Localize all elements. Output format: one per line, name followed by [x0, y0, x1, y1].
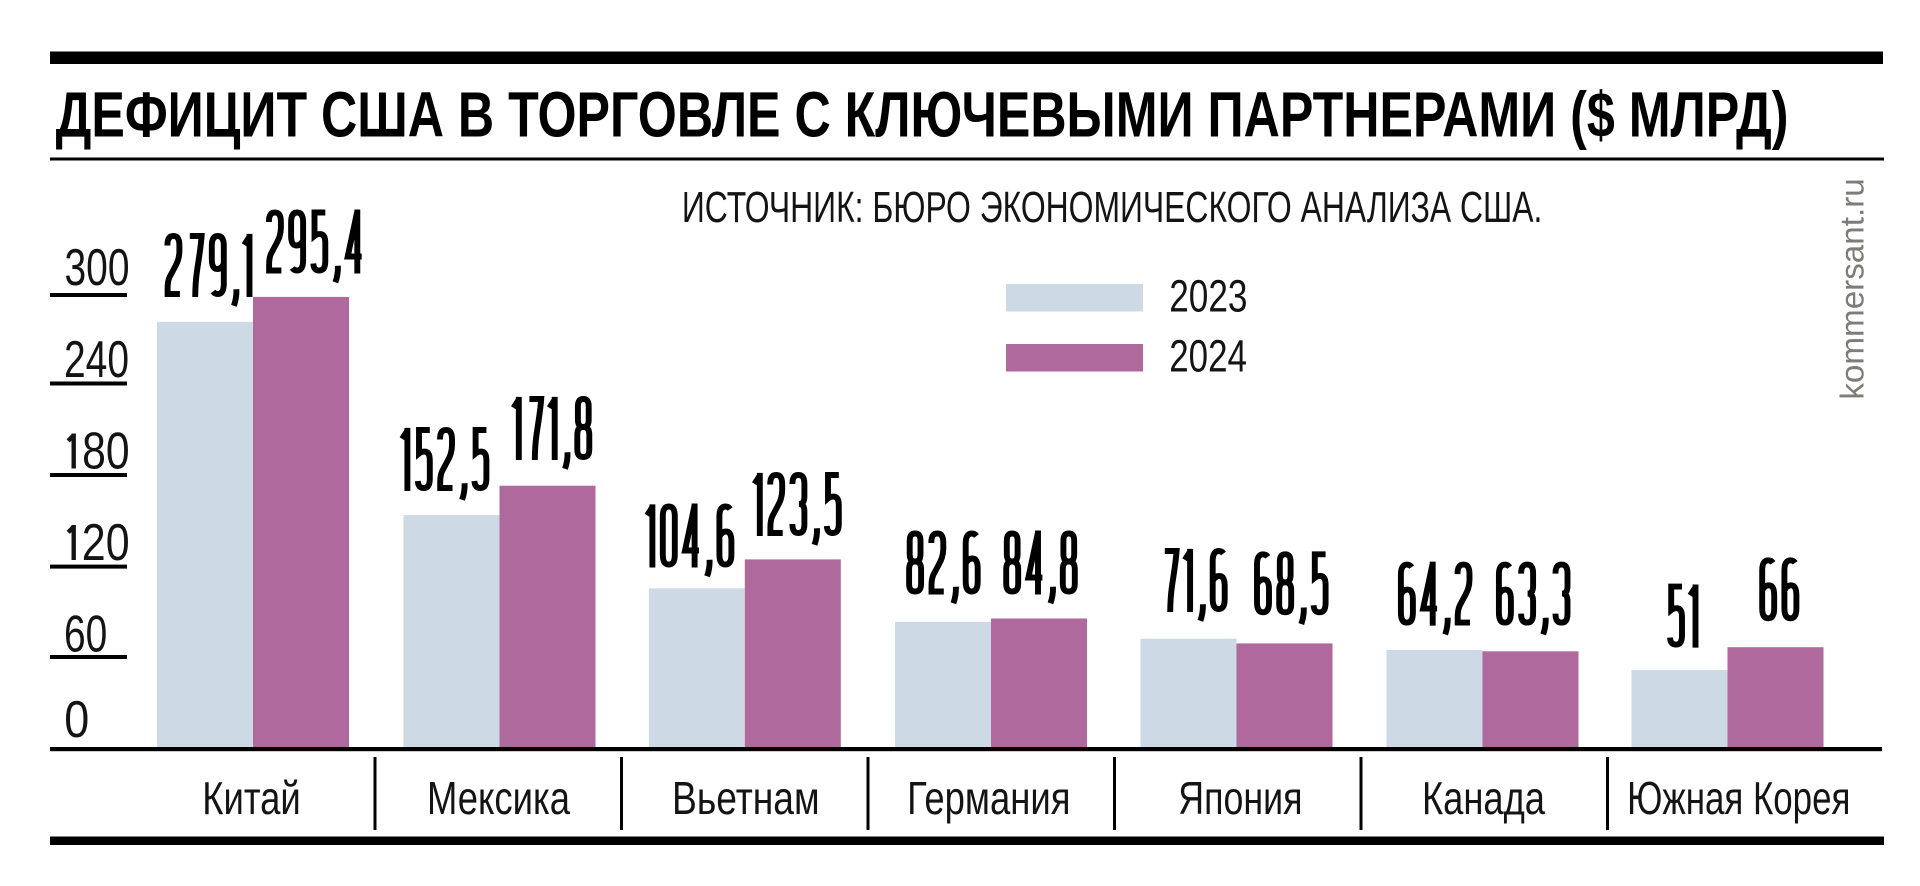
- svg-text:kommersant.ru: kommersant.ru: [1834, 178, 1871, 399]
- svg-text:2024: 2024: [1169, 331, 1247, 382]
- svg-text:20: 20: [82, 514, 130, 572]
- svg-text:80: 80: [82, 423, 130, 481]
- svg-text:ДЕФИЦИТ США В ТОРГОВЛЕ С КЛЮЧЕ: ДЕФИЦИТ США В ТОРГОВЛЕ С КЛЮЧЕВЫМИ ПАРТН…: [56, 79, 1789, 151]
- svg-text:240: 240: [64, 331, 129, 389]
- svg-text:Мексика: Мексика: [427, 772, 570, 824]
- svg-text:2023: 2023: [1169, 271, 1247, 322]
- svg-text:Китай: Китай: [202, 772, 300, 824]
- svg-text:60: 60: [64, 606, 107, 664]
- svg-text:Канада: Канада: [1422, 772, 1545, 824]
- svg-text:Вьетнам: Вьетнам: [672, 772, 820, 824]
- svg-text:Япония: Япония: [1178, 772, 1302, 824]
- svg-text:ИСТОЧНИК: БЮРО ЭКОНОМИЧЕСКОГО: ИСТОЧНИК: БЮРО ЭКОНОМИЧЕСКОГО АНАЛИЗА СШ…: [682, 184, 1543, 232]
- svg-text:300: 300: [65, 239, 130, 297]
- svg-text:Южная Корея: Южная Корея: [1627, 772, 1850, 824]
- svg-text:0: 0: [64, 691, 89, 749]
- svg-text:Германия: Германия: [907, 772, 1070, 824]
